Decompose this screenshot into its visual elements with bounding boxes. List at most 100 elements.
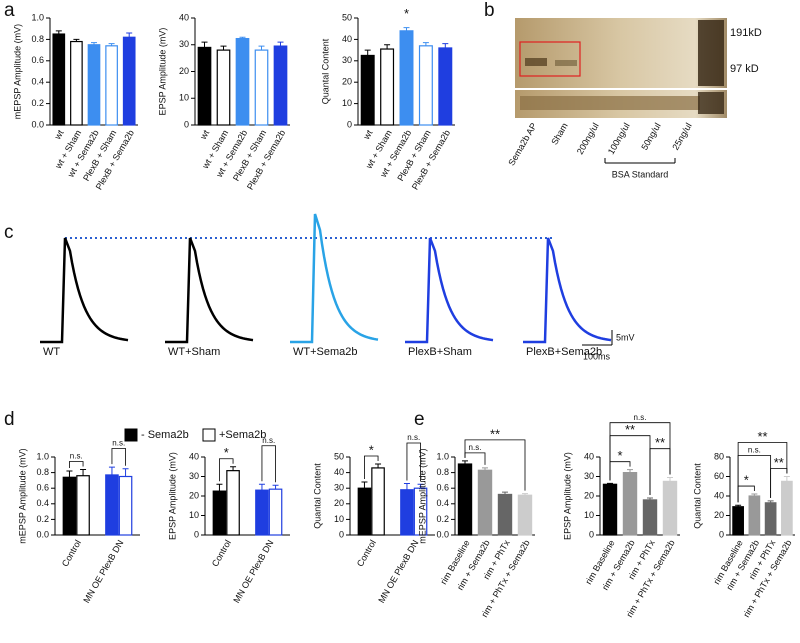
- significance: n.s.: [634, 413, 647, 422]
- bar: [418, 45, 433, 126]
- y-tick-label: 40: [189, 451, 199, 461]
- bar: [380, 48, 395, 126]
- trace-label: WT+Sema2b: [293, 346, 358, 358]
- y-tick-label: 30: [334, 483, 344, 493]
- error-bar: [607, 482, 613, 485]
- y-tick-label: 0.4: [436, 498, 449, 508]
- y-tick-label: 20: [342, 77, 352, 87]
- bar: [622, 472, 638, 536]
- bar: [216, 49, 231, 126]
- legend-label: - Sema2b: [141, 429, 189, 441]
- y-tick-label: 0.4: [31, 77, 44, 87]
- error-bar: [277, 41, 284, 47]
- bar: [62, 476, 77, 536]
- error-bar: [647, 497, 653, 500]
- x-tick-label: MN OE PlexB DN: [231, 538, 275, 605]
- bar: [477, 469, 493, 536]
- significance: **: [774, 455, 784, 470]
- y-axis-label: mEPSP Amplitude (mV): [12, 24, 22, 119]
- error-bar: [80, 468, 87, 476]
- marker-label: 97 kD: [730, 63, 759, 75]
- bracket: [464, 439, 526, 491]
- panel-label: e: [414, 409, 425, 430]
- y-tick-label: 0: [719, 529, 724, 539]
- bar: [602, 483, 618, 536]
- y-tick-label: 0.4: [36, 498, 49, 508]
- error-bar: [502, 491, 508, 495]
- panel-label: c: [4, 222, 14, 243]
- bar: [438, 47, 453, 126]
- significance: *: [224, 445, 229, 460]
- trace: [165, 237, 254, 344]
- y-axis-label: EPSP Amplitude (mV): [167, 452, 177, 540]
- bar: [764, 502, 777, 536]
- significance: **: [625, 422, 635, 437]
- error-bar: [126, 32, 133, 38]
- error-bar: [66, 470, 73, 478]
- bar: [457, 463, 473, 536]
- y-tick-label: 0: [589, 529, 594, 539]
- trace-label: PlexB+Sham: [408, 346, 472, 358]
- y-tick-label: 40: [342, 34, 352, 44]
- bar: [254, 49, 269, 126]
- bracket: [364, 455, 379, 479]
- y-tick-label: 40: [334, 467, 344, 477]
- error-bar: [108, 43, 115, 46]
- bar: [105, 474, 119, 536]
- error-bar: [201, 41, 208, 48]
- error-bar: [442, 43, 449, 48]
- legend-swatch: [202, 428, 216, 442]
- error-bar: [751, 493, 758, 496]
- bracket: [737, 442, 788, 503]
- y-tick-label: 0.0: [36, 529, 49, 539]
- bar: [399, 30, 414, 126]
- y-tick-label: 10: [342, 98, 352, 108]
- trace: [523, 237, 612, 344]
- bar: [273, 45, 288, 126]
- trace-label: PlexB+Sema2b: [526, 346, 602, 358]
- bracket: [609, 422, 671, 481]
- error-bar: [258, 45, 265, 51]
- error-bar: [767, 500, 774, 503]
- bar: [497, 493, 513, 536]
- y-tick-label: 30: [342, 55, 352, 65]
- bar: [371, 467, 385, 536]
- y-tick-label: 10: [179, 93, 189, 103]
- error-bar: [522, 493, 528, 496]
- error-bar: [216, 483, 223, 492]
- y-tick-label: 30: [584, 471, 594, 481]
- y-tick-label: 20: [179, 66, 189, 76]
- legend-label: +Sema2b: [219, 429, 266, 441]
- error-bar: [239, 36, 246, 39]
- bar: [118, 475, 133, 536]
- scale-label: 100ms: [583, 351, 611, 361]
- y-tick-label: 1.0: [31, 12, 44, 22]
- y-tick-label: 0: [339, 529, 344, 539]
- x-tick-label: MN OE PlexB DN: [376, 538, 420, 605]
- significance: *: [369, 442, 374, 457]
- bracket: [406, 442, 421, 482]
- bar: [87, 44, 101, 126]
- x-tick-label: wt: [52, 128, 66, 142]
- y-tick-label: 0.8: [436, 467, 449, 477]
- bar: [235, 37, 250, 126]
- y-tick-label: 0.6: [436, 483, 449, 493]
- significance: n.s.: [407, 433, 420, 442]
- panel-label: d: [4, 409, 15, 430]
- error-bar: [735, 504, 742, 507]
- y-tick-label: 10: [189, 510, 199, 520]
- y-tick-label: 1.0: [36, 451, 49, 461]
- error-bar: [55, 30, 62, 35]
- y-tick-label: 0.2: [31, 98, 44, 108]
- marker-label: 191kD: [730, 27, 762, 39]
- bar: [197, 46, 212, 126]
- trace: [40, 237, 129, 344]
- lane-label: Sham: [549, 121, 569, 146]
- group-label: BSA Standard: [612, 169, 669, 179]
- lane-label: 25ng/ul: [670, 121, 693, 152]
- significance: **: [490, 426, 500, 441]
- y-tick-label: 20: [334, 498, 344, 508]
- scale-bar: [582, 330, 613, 346]
- y-axis-label: mEPSP Amplitude (mV): [417, 448, 427, 543]
